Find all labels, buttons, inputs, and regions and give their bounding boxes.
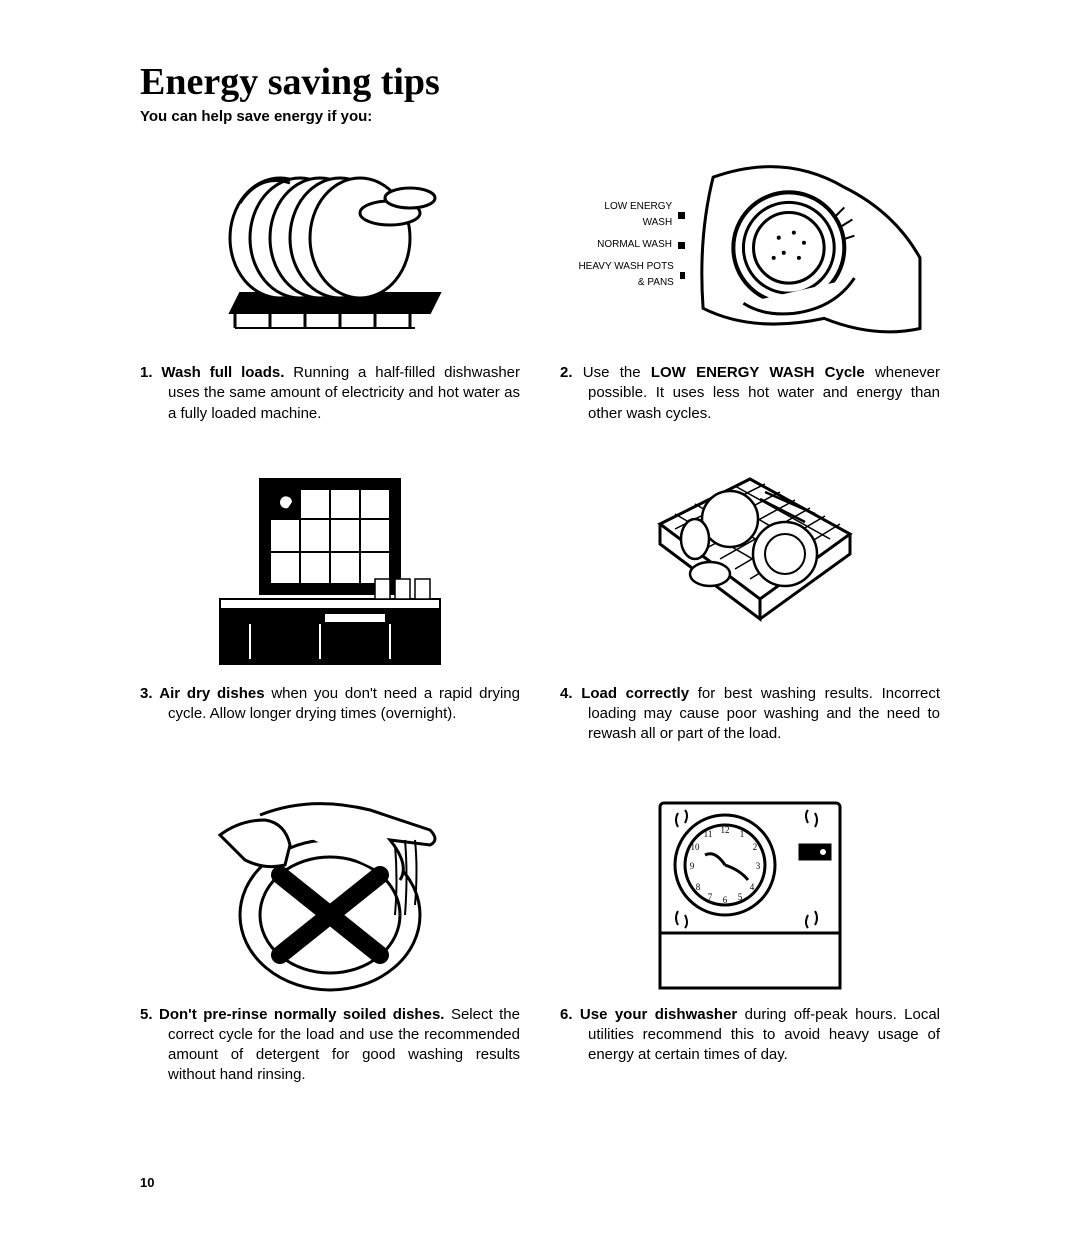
tip-text: 4. Load correctly for best washing resul… [560, 684, 940, 745]
tip-bold: Load correctly [581, 685, 689, 702]
svg-text:10: 10 [691, 842, 701, 852]
tip-3: 3. Air dry dishes when you don't need a … [140, 464, 520, 745]
tip-num: 5. [140, 1006, 153, 1023]
svg-text:9: 9 [690, 861, 695, 871]
tip-bold: Air dry dishes [159, 685, 264, 702]
dial-label-heavy: HEAVY WASH POTS & PANS [575, 259, 674, 291]
tip-num: 4. [560, 685, 573, 702]
svg-text:4: 4 [750, 882, 755, 892]
dot-icon [680, 272, 685, 279]
svg-text:2: 2 [753, 842, 758, 852]
tip-6: 1216 93 1110 87 542 6. U [560, 785, 940, 1086]
tip-num: 1. [140, 364, 153, 381]
tip-text: 5. Don't pre-rinse normally soiled dishe… [140, 1005, 520, 1086]
page-title: Energy saving tips [140, 60, 940, 104]
tip-text: 6. Use your dishwasher during off-peak h… [560, 1005, 940, 1066]
page-number: 10 [140, 1175, 154, 1190]
illustration-dial: LOW ENERGY WASH NORMAL WASH HEAVY WASH P… [575, 143, 925, 353]
dot-icon [678, 242, 685, 249]
tip-bold: Wash full loads. [161, 364, 284, 381]
tips-grid: 1. Wash full loads. Running a half-fille… [140, 143, 940, 1086]
page-subtitle: You can help save energy if you: [140, 108, 940, 125]
tip-2: LOW ENERGY WASH NORMAL WASH HEAVY WASH P… [560, 143, 940, 424]
tip-num: 3. [140, 685, 153, 702]
illustration-kitchen-night [200, 464, 460, 674]
svg-text:3: 3 [756, 861, 761, 871]
dial-labels: LOW ENERGY WASH NORMAL WASH HEAVY WASH P… [575, 199, 685, 297]
svg-text:6: 6 [723, 895, 728, 905]
tip-num: 6. [560, 1006, 573, 1023]
tip-bold: LOW ENERGY WASH Cycle [651, 364, 865, 381]
dot-icon [678, 212, 685, 219]
manual-page: Energy saving tips You can help save ene… [0, 0, 1080, 1250]
illustration-offpeak-clock: 12 1 6 9 3 1110 87 54 2 [630, 785, 870, 995]
illustration-load-rack [620, 464, 880, 674]
illustration-no-prerinse [190, 785, 470, 995]
svg-text:8: 8 [696, 882, 701, 892]
tip-pre: Use the [583, 364, 651, 381]
tip-text: 1. Wash full loads. Running a half-fille… [140, 363, 520, 424]
svg-text:11: 11 [704, 829, 713, 839]
tip-4: 4. Load correctly for best washing resul… [560, 464, 940, 745]
illustration-full-load [200, 143, 460, 353]
svg-text:7: 7 [708, 892, 713, 902]
svg-text:12: 12 [721, 825, 730, 835]
tip-text: 2. Use the LOW ENERGY WASH Cycle wheneve… [560, 363, 940, 424]
tip-num: 2. [560, 364, 573, 381]
svg-text:1: 1 [740, 829, 745, 839]
tip-bold: Use your dishwasher [580, 1006, 737, 1023]
tip-text: 3. Air dry dishes when you don't need a … [140, 684, 520, 725]
svg-text:5: 5 [738, 892, 743, 902]
tip-bold: Don't pre-rinse normally soiled dishes. [159, 1006, 444, 1023]
dial-label-normal: NORMAL WASH [597, 237, 672, 253]
dial-label-low: LOW ENERGY WASH [575, 199, 672, 231]
tip-1: 1. Wash full loads. Running a half-fille… [140, 143, 520, 424]
tip-5: 5. Don't pre-rinse normally soiled dishe… [140, 785, 520, 1086]
